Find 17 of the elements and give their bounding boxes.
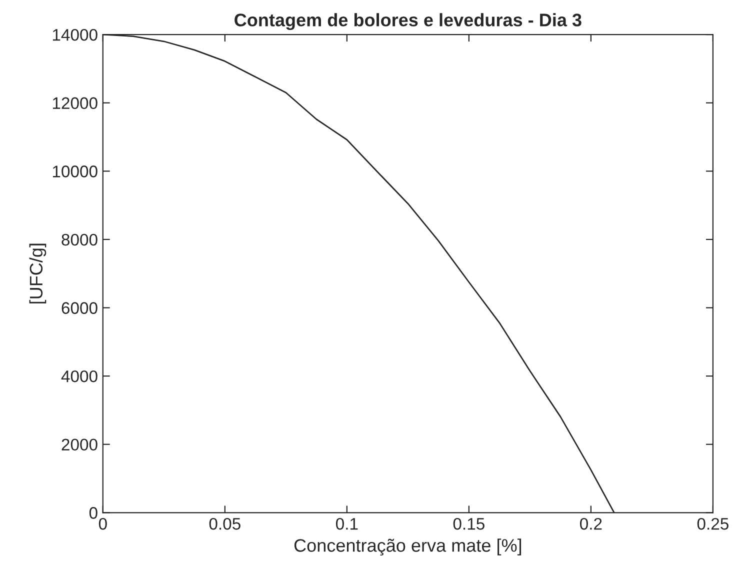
y-tick-label: 4000 <box>61 370 98 382</box>
x-tick-label: 0.05 <box>209 518 240 530</box>
y-tick-label: 6000 <box>62 302 98 314</box>
y-axis-title: [UFC/g] <box>29 244 46 304</box>
y-tick-label: 14000 <box>52 28 98 41</box>
y-tick-label: 2000 <box>62 438 98 451</box>
x-tick-label: 0.2 <box>580 518 602 530</box>
y-tick-label: 12000 <box>52 97 98 110</box>
x-tick-label: 0.1 <box>336 518 358 530</box>
y-tick-label: 10000 <box>52 166 98 178</box>
y-tick-label: 8000 <box>62 234 98 246</box>
y-tick-label: 0 <box>89 507 98 519</box>
x-tick-label: 0.25 <box>697 518 728 530</box>
x-tick-label: 0.15 <box>453 518 484 530</box>
x-axis-title: Concentração erva mate [%] <box>294 538 522 556</box>
x-tick-label: 0 <box>98 518 107 530</box>
chart-title: Contagem de bolores e leveduras - Dia 3 <box>234 13 582 30</box>
